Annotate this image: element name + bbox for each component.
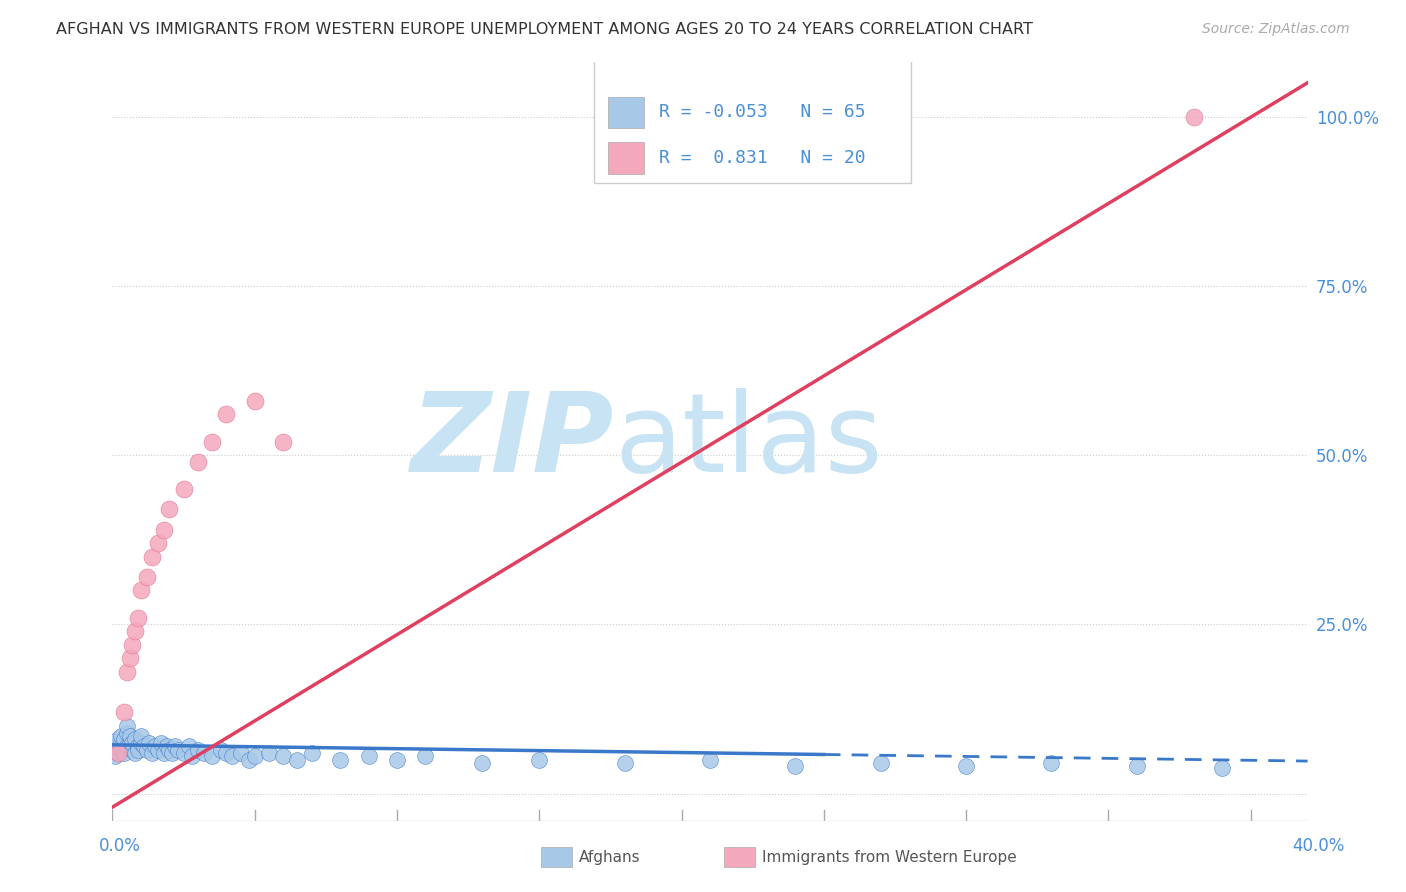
Text: Immigrants from Western Europe: Immigrants from Western Europe (762, 850, 1017, 864)
Point (118, 651, 141, 665)
Point (301, 746, 323, 760)
Point (129, 583, 152, 598)
Point (141, 746, 163, 760)
Point (127, 610, 149, 624)
Point (115, 665, 138, 679)
Point (257, 746, 280, 760)
Text: R = -0.053   N = 65: R = -0.053 N = 65 (658, 103, 865, 121)
Point (1211, 761, 1233, 775)
Text: Afghans: Afghans (579, 850, 641, 864)
Point (127, 739, 149, 754)
Point (187, 742, 209, 756)
Point (221, 749, 243, 764)
Point (157, 742, 180, 756)
Point (152, 746, 174, 760)
Point (385, 753, 408, 767)
Point (129, 736, 152, 750)
Point (124, 746, 146, 760)
Point (121, 742, 143, 756)
Point (181, 749, 204, 764)
Point (238, 753, 260, 767)
Point (143, 739, 166, 754)
Point (1126, 759, 1149, 773)
Point (869, 756, 891, 770)
Point (1040, 756, 1063, 770)
Point (1182, 110, 1205, 124)
Point (118, 729, 141, 743)
Point (152, 523, 174, 537)
Point (107, 732, 129, 747)
Point (357, 749, 380, 764)
Point (162, 746, 183, 760)
Point (243, 393, 266, 408)
Point (287, 753, 309, 767)
Point (104, 739, 127, 754)
Point (115, 719, 138, 733)
Point (243, 749, 266, 764)
Point (209, 742, 232, 756)
Text: Source: ZipAtlas.com: Source: ZipAtlas.com (1202, 22, 1350, 37)
Text: AFGHAN VS IMMIGRANTS FROM WESTERN EUROPE UNEMPLOYMENT AMONG AGES 20 TO 24 YEARS : AFGHAN VS IMMIGRANTS FROM WESTERN EUROPE… (56, 22, 1033, 37)
Text: atlas: atlas (614, 388, 883, 495)
Point (187, 455, 209, 469)
Point (112, 732, 135, 747)
Point (135, 570, 157, 584)
Point (271, 749, 294, 764)
Point (112, 746, 135, 760)
Point (271, 434, 294, 449)
Point (193, 746, 215, 760)
Point (146, 536, 169, 550)
Point (415, 749, 437, 764)
Point (165, 739, 187, 754)
Point (107, 746, 129, 760)
FancyBboxPatch shape (595, 55, 911, 183)
Point (167, 742, 190, 756)
Point (155, 739, 177, 754)
Point (124, 624, 146, 639)
Point (215, 408, 238, 422)
Point (613, 756, 636, 770)
Point (699, 753, 721, 767)
Point (104, 749, 127, 764)
Point (129, 729, 152, 743)
Point (201, 434, 224, 449)
Point (112, 706, 135, 720)
Point (138, 736, 160, 750)
Text: 0.0%: 0.0% (98, 837, 141, 855)
Point (215, 746, 238, 760)
Point (124, 732, 146, 747)
Point (141, 549, 163, 564)
Point (329, 753, 352, 767)
Point (173, 482, 195, 496)
Point (471, 756, 494, 770)
Point (229, 746, 252, 760)
Point (127, 742, 149, 756)
Point (110, 742, 132, 756)
Text: ZIP: ZIP (411, 388, 614, 495)
Point (107, 746, 129, 760)
Text: 40.0%: 40.0% (1292, 837, 1346, 855)
Point (173, 746, 195, 760)
Point (179, 739, 201, 754)
Point (115, 739, 138, 754)
Point (785, 759, 807, 773)
Text: R =  0.831   N = 20: R = 0.831 N = 20 (658, 149, 865, 167)
FancyBboxPatch shape (609, 96, 644, 128)
Point (115, 725, 138, 739)
Point (955, 759, 977, 773)
Point (135, 742, 157, 756)
Point (149, 736, 172, 750)
Point (157, 502, 180, 516)
Point (118, 736, 141, 750)
Point (121, 638, 143, 652)
Point (132, 739, 155, 754)
Point (110, 729, 132, 743)
FancyBboxPatch shape (609, 142, 644, 174)
Point (201, 749, 224, 764)
Point (110, 736, 132, 750)
Point (121, 736, 143, 750)
Point (529, 753, 551, 767)
Point (146, 742, 169, 756)
